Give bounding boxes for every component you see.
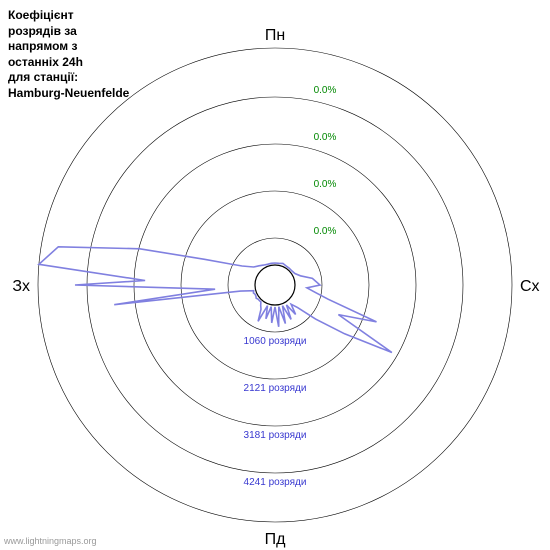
ring-label-discharges: 2121 розряди [244,383,307,394]
polar-chart: Пн Пд Сх Зх 1060 розряди 2121 розряди 3181 ро… [0,0,550,550]
compass-west: Зх [12,278,30,295]
ring-label-discharges: 3181 розряди [244,430,307,441]
series-line [39,247,392,353]
compass-east: Сх [520,278,540,295]
ring-label-discharges: 1060 розряди [244,336,307,347]
ring-label-percent: 0.0% [314,85,337,96]
compass-north: Пн [265,27,285,44]
ring-label-percent: 0.0% [314,132,337,143]
ring-label-percent: 0.0% [314,179,337,190]
compass-south: Пд [265,531,287,548]
ring-label-discharges: 4241 розряди [244,477,307,488]
ring-label-percent: 0.0% [314,226,337,237]
